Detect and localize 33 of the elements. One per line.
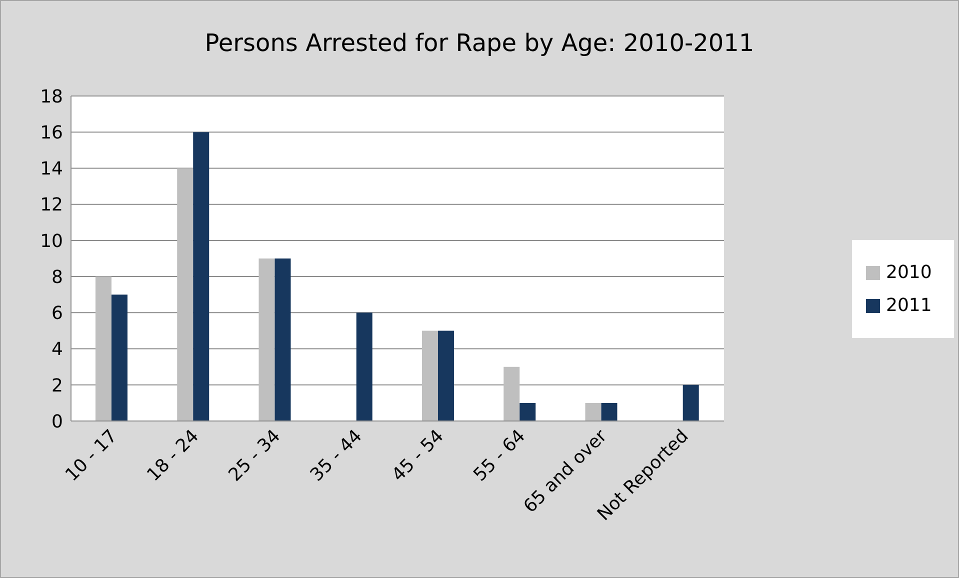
x-tick-label: 18 - 24 — [143, 426, 203, 486]
bar — [504, 366, 520, 421]
y-tick-label: 8 — [52, 266, 63, 288]
bar — [274, 258, 291, 421]
bar — [356, 312, 372, 421]
legend-label: 2011 — [886, 295, 932, 316]
x-tick-label: 45 - 54 — [388, 426, 448, 486]
y-tick-label: 2 — [52, 375, 63, 396]
y-tick-label: 4 — [52, 339, 63, 360]
chart-title: Persons Arrested for Rape by Age: 2010-2011 — [204, 29, 756, 57]
legend-label: 2010 — [886, 262, 932, 283]
bar — [193, 132, 210, 421]
bar — [438, 330, 454, 421]
bar — [177, 168, 194, 421]
y-tick-label: 10 — [40, 230, 63, 252]
x-tick-label: 55 - 64 — [470, 426, 530, 486]
bar — [258, 258, 275, 421]
bar — [601, 402, 618, 421]
x-tick-label: 10 - 17 — [61, 426, 122, 486]
bar — [422, 330, 438, 421]
y-tick-label: 6 — [52, 303, 63, 324]
bar — [682, 384, 699, 421]
y-tick-label: 0 — [52, 411, 63, 432]
bar — [95, 276, 112, 421]
y-tick-label: 18 — [40, 86, 63, 108]
bar — [585, 402, 602, 421]
y-tick-label: 16 — [40, 122, 63, 144]
y-tick-label: 12 — [40, 194, 63, 216]
x-tick-label: 25 - 34 — [224, 426, 285, 486]
bar — [520, 402, 536, 421]
bar — [111, 294, 128, 421]
y-tick-label: 14 — [40, 158, 63, 180]
x-tick-label: 35 - 44 — [306, 426, 366, 486]
